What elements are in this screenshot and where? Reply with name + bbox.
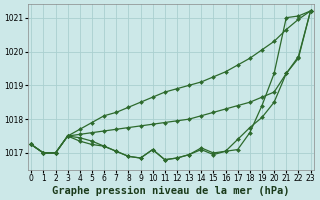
X-axis label: Graphe pression niveau de la mer (hPa): Graphe pression niveau de la mer (hPa): [52, 186, 290, 196]
